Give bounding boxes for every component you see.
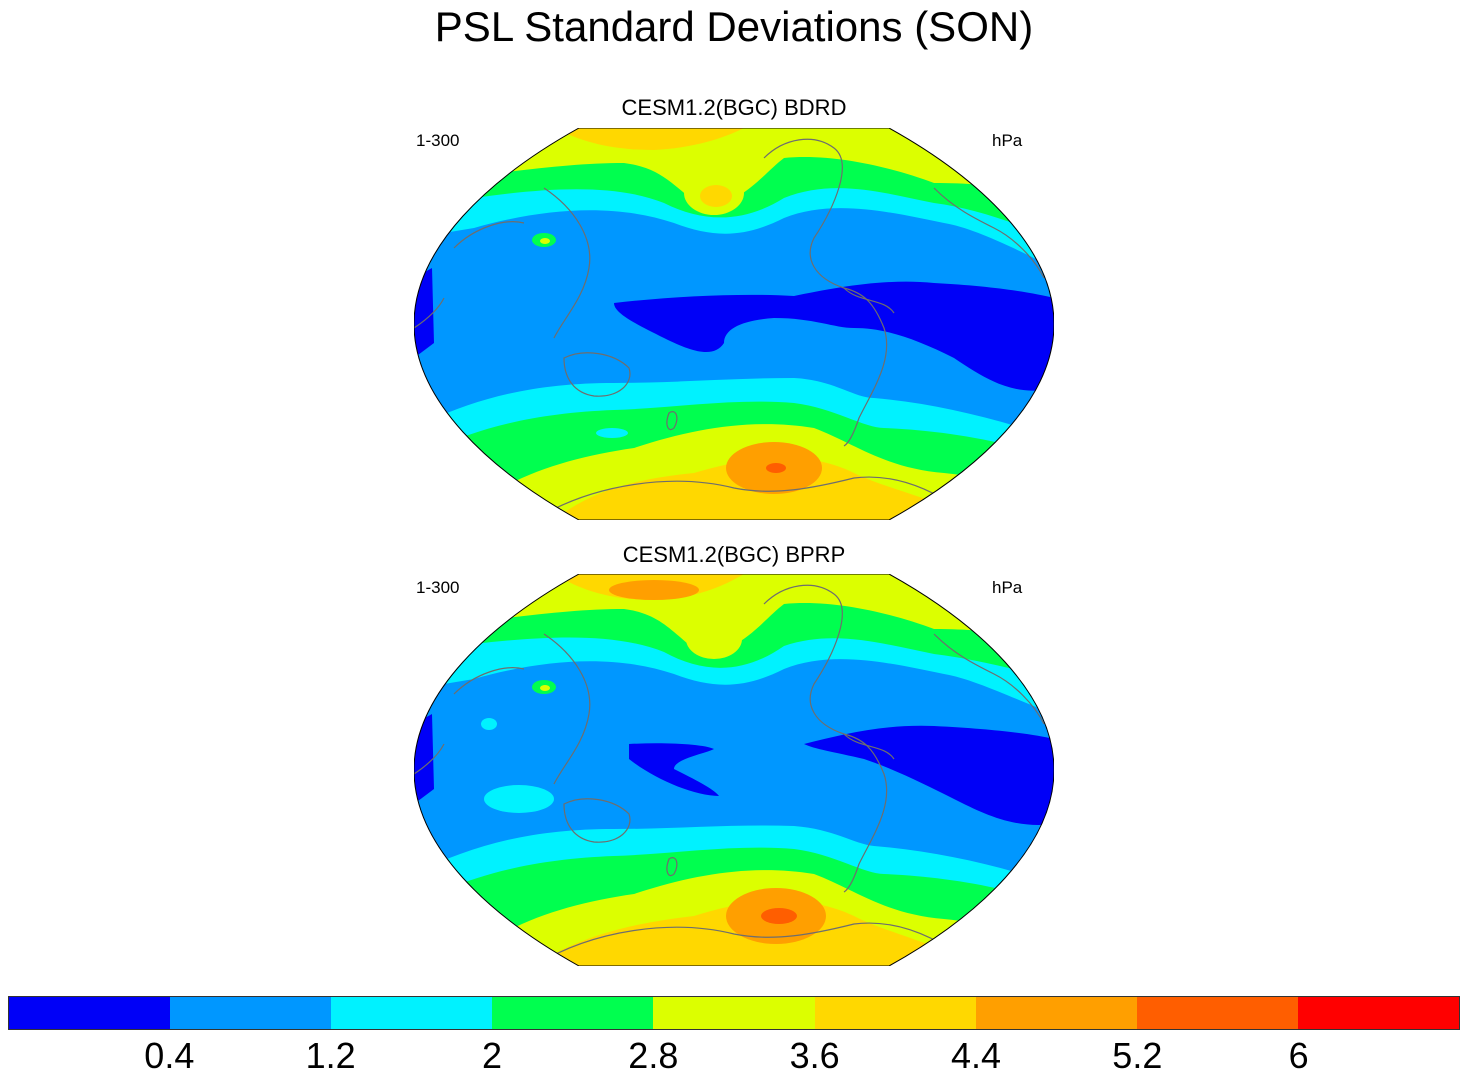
colorbar-tick-label: 0.4 — [144, 1035, 195, 1076]
coastlines — [414, 584, 1045, 966]
colorbar-box — [492, 997, 654, 1029]
colorbar-box — [975, 997, 1137, 1029]
panel-left-string: 1-300 — [416, 578, 460, 597]
colorbar-box — [1136, 997, 1298, 1029]
colorbar — [8, 996, 1460, 1030]
panel-units-label: hPa — [992, 578, 1023, 597]
colorbar-tick-label: 3.6 — [789, 1035, 840, 1076]
colorbar-box — [814, 997, 976, 1029]
panel-title: CESM1.2(BGC) BDRD — [621, 95, 847, 120]
colorbar-box — [1297, 997, 1459, 1029]
colorbar-box — [170, 997, 332, 1029]
colorbar-tick-label: 4.4 — [950, 1035, 1002, 1076]
panel-title: CESM1.2(BGC) BPRP — [622, 542, 846, 567]
contour-fill — [414, 574, 1054, 966]
panel-left-string: 1-300 — [416, 131, 460, 150]
colorbar-tick-label: 6 — [1288, 1035, 1309, 1076]
psl-stddev-map-bdrd — [414, 128, 1054, 520]
colorbar-tick-label: 5.2 — [1112, 1035, 1163, 1076]
figure-title: PSL Standard Deviations (SON) — [434, 3, 1034, 50]
panel-units-label: hPa — [992, 131, 1023, 150]
colorbar-box — [331, 997, 493, 1029]
colorbar-tick-label: 2.8 — [628, 1035, 679, 1076]
colorbar-box — [653, 997, 815, 1029]
map-perimeter — [414, 574, 1054, 966]
colorbar-box — [9, 997, 171, 1029]
coastlines — [414, 138, 1045, 520]
contour-fill — [414, 128, 1054, 520]
map-perimeter — [414, 128, 1054, 520]
colorbar-tick-label: 2 — [481, 1035, 503, 1076]
colorbar-tick-label: 1.2 — [305, 1035, 356, 1076]
psl-stddev-map-bprp — [414, 574, 1054, 966]
